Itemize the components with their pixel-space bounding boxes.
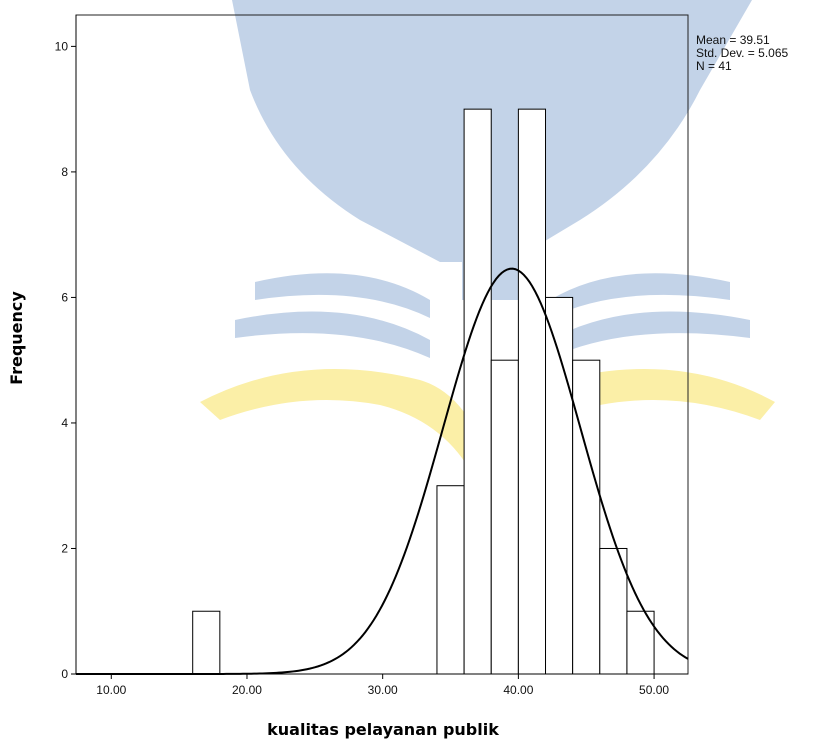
stats-std-dev: Std. Dev. = 5.065 — [696, 46, 788, 60]
stats-n: N = 41 — [696, 59, 732, 73]
normal-curve — [76, 267, 689, 675]
y-axis-ticks: 0 2 4 6 8 10 — [55, 39, 76, 681]
x-tick-label-1: 20.00 — [232, 683, 262, 697]
histogram-bar-5 — [545, 296, 574, 675]
histogram-bar-2 — [463, 108, 492, 675]
watermark-book-left — [200, 369, 490, 470]
x-tick-label-4: 50.00 — [639, 683, 669, 697]
y-tick-label-2: 4 — [61, 416, 68, 430]
histogram-bar-6 — [572, 359, 601, 675]
watermark-logo — [200, 0, 775, 470]
histogram-bar-4 — [517, 108, 547, 675]
histogram-bar-8 — [626, 610, 655, 675]
stats-mean: Mean = 39.51 — [696, 33, 770, 47]
y-tick-label-4: 8 — [61, 165, 68, 179]
histogram-bar-1 — [436, 485, 465, 675]
y-axis-title: Frequency — [7, 291, 26, 385]
watermark-arc-3 — [550, 273, 730, 318]
watermark-arc-4 — [550, 311, 750, 358]
x-axis-title: kualitas pelayanan publik — [267, 720, 499, 739]
x-axis-ticks: 10.00 20.00 30.00 40.00 50.00 — [96, 674, 669, 697]
y-tick-label-5: 10 — [55, 39, 69, 53]
histogram-bar-7 — [599, 547, 628, 675]
y-tick-label-3: 6 — [61, 290, 68, 304]
y-tick-label-1: 2 — [61, 541, 68, 555]
y-tick-label-0: 0 — [61, 667, 68, 681]
x-tick-label-0: 10.00 — [96, 683, 126, 697]
watermark-arc-1 — [255, 273, 430, 318]
histogram-bar-3 — [490, 359, 519, 675]
x-tick-label-3: 40.00 — [503, 683, 533, 697]
histogram-bar-0 — [192, 610, 221, 675]
x-tick-label-2: 30.00 — [368, 683, 398, 697]
histogram-bars — [192, 108, 655, 675]
watermark-arc-2 — [235, 311, 430, 358]
